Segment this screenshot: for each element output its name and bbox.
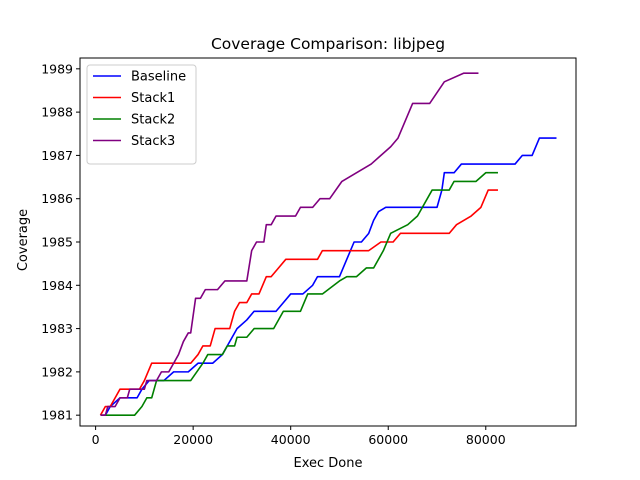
legend-label: Stack3: [131, 134, 175, 149]
y-axis: 1981 1982 1983 1984 1985 1986 1987 1988 1989: [41, 61, 80, 423]
y-tick-label: 1987: [41, 148, 73, 163]
series-line-stack3: [100, 72, 479, 416]
chart-title: Coverage Comparison: libjpeg: [211, 35, 445, 53]
x-tick-label: 20000: [173, 432, 213, 447]
series-layer: [99, 72, 557, 416]
legend-label: Stack2: [131, 113, 175, 128]
y-tick-label: 1983: [41, 321, 73, 336]
series-line-stack1: [99, 189, 498, 416]
y-tick-label: 1982: [41, 364, 73, 379]
y-tick-label: 1985: [41, 235, 73, 250]
legend-box: [86, 64, 197, 165]
y-tick-label: 1981: [41, 408, 73, 423]
y-tick-label: 1984: [41, 278, 73, 293]
legend-label: Baseline: [131, 70, 186, 85]
y-tick-label: 1989: [41, 61, 73, 76]
y-tick-label: 1988: [41, 105, 73, 120]
y-axis-title: Coverage: [16, 209, 31, 271]
x-axis-title: Exec Done: [294, 456, 363, 471]
series-line-stack2: [100, 171, 498, 416]
y-tick-label: 1986: [41, 191, 73, 206]
legend: Baseline Stack1 Stack2 Stack3: [86, 64, 197, 165]
x-axis: 0 20000 40000 60000 80000: [92, 426, 506, 447]
x-tick-label: 60000: [368, 432, 408, 447]
x-tick-label: 0: [92, 432, 100, 447]
legend-label: Stack1: [131, 91, 175, 106]
x-tick-label: 80000: [466, 432, 506, 447]
x-tick-label: 40000: [271, 432, 311, 447]
